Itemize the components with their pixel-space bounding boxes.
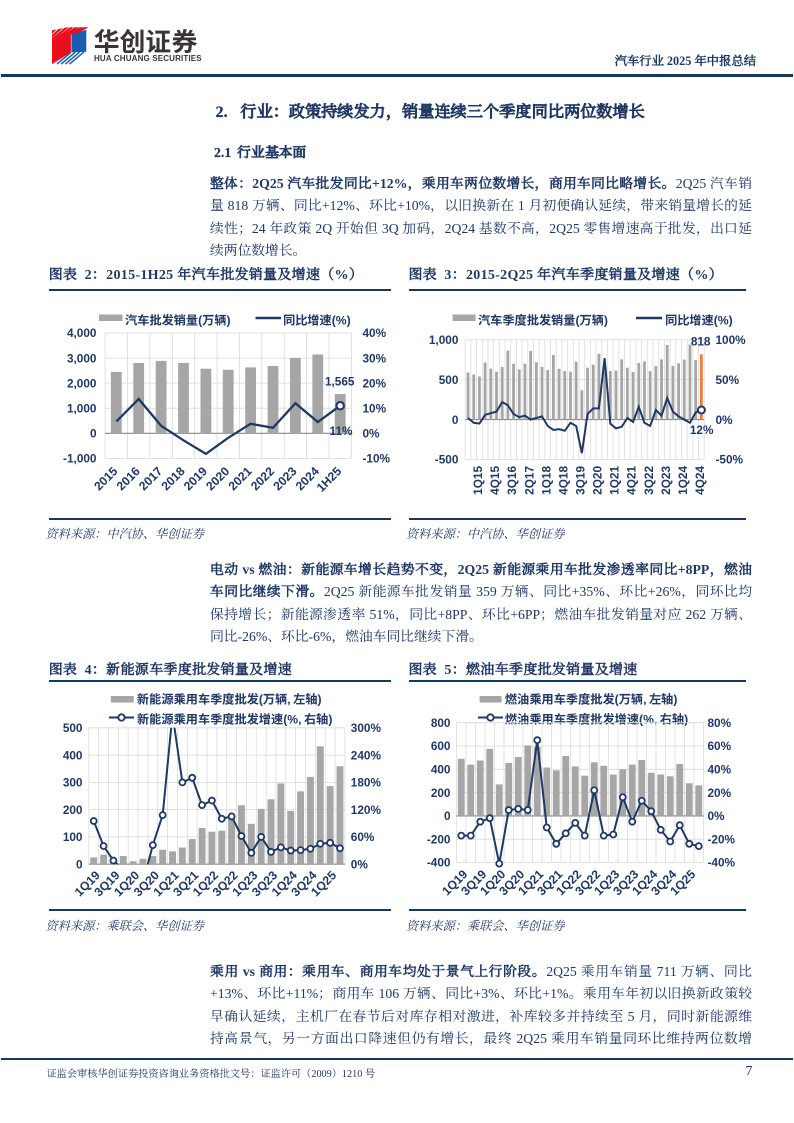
svg-text:40%: 40% xyxy=(363,326,387,340)
svg-text:120%: 120% xyxy=(351,803,382,817)
svg-text:4Q15: 4Q15 xyxy=(488,466,502,495)
svg-text:2021: 2021 xyxy=(226,464,255,493)
svg-text:新能源乘用车季度批发增速(%, 右轴): 新能源乘用车季度批发增速(%, 右轴) xyxy=(137,710,332,728)
svg-text:180%: 180% xyxy=(351,776,382,790)
svg-text:0%: 0% xyxy=(363,427,381,441)
svg-text:0: 0 xyxy=(90,427,97,441)
svg-text:4,000: 4,000 xyxy=(67,326,97,340)
svg-text:-500: -500 xyxy=(435,453,459,467)
svg-text:500: 500 xyxy=(63,721,83,735)
svg-text:30%: 30% xyxy=(363,351,387,365)
svg-text:燃油乘用车季度批发(万辆, 左轴): 燃油乘用车季度批发(万辆, 左轴) xyxy=(505,690,677,708)
svg-text:1,565: 1,565 xyxy=(325,375,355,389)
svg-text:汽车季度批发销量(万辆): 汽车季度批发销量(万辆) xyxy=(478,311,608,329)
svg-text:20%: 20% xyxy=(708,786,732,800)
svg-text:0%: 0% xyxy=(351,857,369,871)
svg-text:2015: 2015 xyxy=(91,464,120,493)
svg-text:1Q18: 1Q18 xyxy=(539,466,553,495)
svg-text:1Q15: 1Q15 xyxy=(471,466,485,495)
svg-text:-50%: -50% xyxy=(716,453,744,467)
svg-text:1Q21: 1Q21 xyxy=(608,466,622,495)
svg-text:1Q24: 1Q24 xyxy=(676,466,690,495)
svg-text:3Q22: 3Q22 xyxy=(642,466,656,495)
svg-text:60%: 60% xyxy=(708,739,732,753)
svg-text:0: 0 xyxy=(76,857,83,871)
svg-text:4Q21: 4Q21 xyxy=(625,466,639,495)
svg-text:-40%: -40% xyxy=(708,856,736,870)
svg-text:2Q17: 2Q17 xyxy=(522,466,536,495)
svg-text:1,000: 1,000 xyxy=(429,333,459,347)
svg-text:0: 0 xyxy=(452,413,459,427)
svg-text:-400: -400 xyxy=(427,856,451,870)
svg-text:400: 400 xyxy=(63,748,83,762)
svg-text:汽车批发销量(万辆): 汽车批发销量(万辆) xyxy=(125,311,231,329)
svg-text:2023: 2023 xyxy=(270,464,299,493)
svg-text:20%: 20% xyxy=(363,376,387,390)
svg-text:新能源乘用车季度批发(万辆, 左轴): 新能源乘用车季度批发(万辆, 左轴) xyxy=(137,690,322,708)
svg-text:2Q23: 2Q23 xyxy=(659,466,673,495)
svg-text:-200: -200 xyxy=(427,832,451,846)
svg-text:240%: 240% xyxy=(351,748,382,762)
svg-text:3Q16: 3Q16 xyxy=(505,466,519,495)
svg-text:3,000: 3,000 xyxy=(67,351,97,365)
svg-text:100%: 100% xyxy=(716,333,747,347)
svg-text:3Q19: 3Q19 xyxy=(574,466,588,495)
svg-text:40%: 40% xyxy=(708,763,732,777)
svg-text:2017: 2017 xyxy=(136,464,165,493)
svg-text:200: 200 xyxy=(431,786,451,800)
svg-text:11%: 11% xyxy=(330,424,353,438)
svg-text:12%: 12% xyxy=(690,423,714,437)
svg-text:100: 100 xyxy=(63,830,83,844)
svg-text:10%: 10% xyxy=(363,401,387,415)
svg-text:-20%: -20% xyxy=(708,832,736,846)
svg-text:0%: 0% xyxy=(708,809,726,823)
svg-text:300%: 300% xyxy=(351,721,382,735)
svg-text:2,000: 2,000 xyxy=(67,376,97,390)
svg-text:1H25: 1H25 xyxy=(314,464,345,495)
svg-text:80%: 80% xyxy=(708,716,732,730)
svg-text:200: 200 xyxy=(63,803,83,817)
svg-text:600: 600 xyxy=(431,739,451,753)
svg-text:2022: 2022 xyxy=(248,464,277,493)
svg-text:500: 500 xyxy=(439,373,459,387)
svg-text:4Q18: 4Q18 xyxy=(556,466,570,495)
svg-text:818: 818 xyxy=(691,335,711,349)
svg-text:0: 0 xyxy=(444,809,451,823)
svg-text:0%: 0% xyxy=(716,413,734,427)
svg-text:50%: 50% xyxy=(716,373,740,387)
svg-text:1,000: 1,000 xyxy=(67,401,97,415)
svg-text:-10%: -10% xyxy=(363,452,391,466)
svg-text:60%: 60% xyxy=(351,830,375,844)
svg-text:2018: 2018 xyxy=(159,464,188,493)
svg-text:800: 800 xyxy=(431,716,451,730)
svg-text:-1,000: -1,000 xyxy=(63,452,97,466)
svg-text:同比增速(%): 同比增速(%) xyxy=(283,311,351,329)
svg-text:2Q20: 2Q20 xyxy=(591,466,605,495)
svg-text:2019: 2019 xyxy=(181,464,210,493)
svg-text:2020: 2020 xyxy=(203,464,232,493)
svg-text:4Q24: 4Q24 xyxy=(693,466,707,495)
svg-text:同比增速(%): 同比增速(%) xyxy=(665,311,733,329)
svg-text:2016: 2016 xyxy=(114,464,143,493)
svg-text:400: 400 xyxy=(431,763,451,777)
svg-text:300: 300 xyxy=(63,776,83,790)
